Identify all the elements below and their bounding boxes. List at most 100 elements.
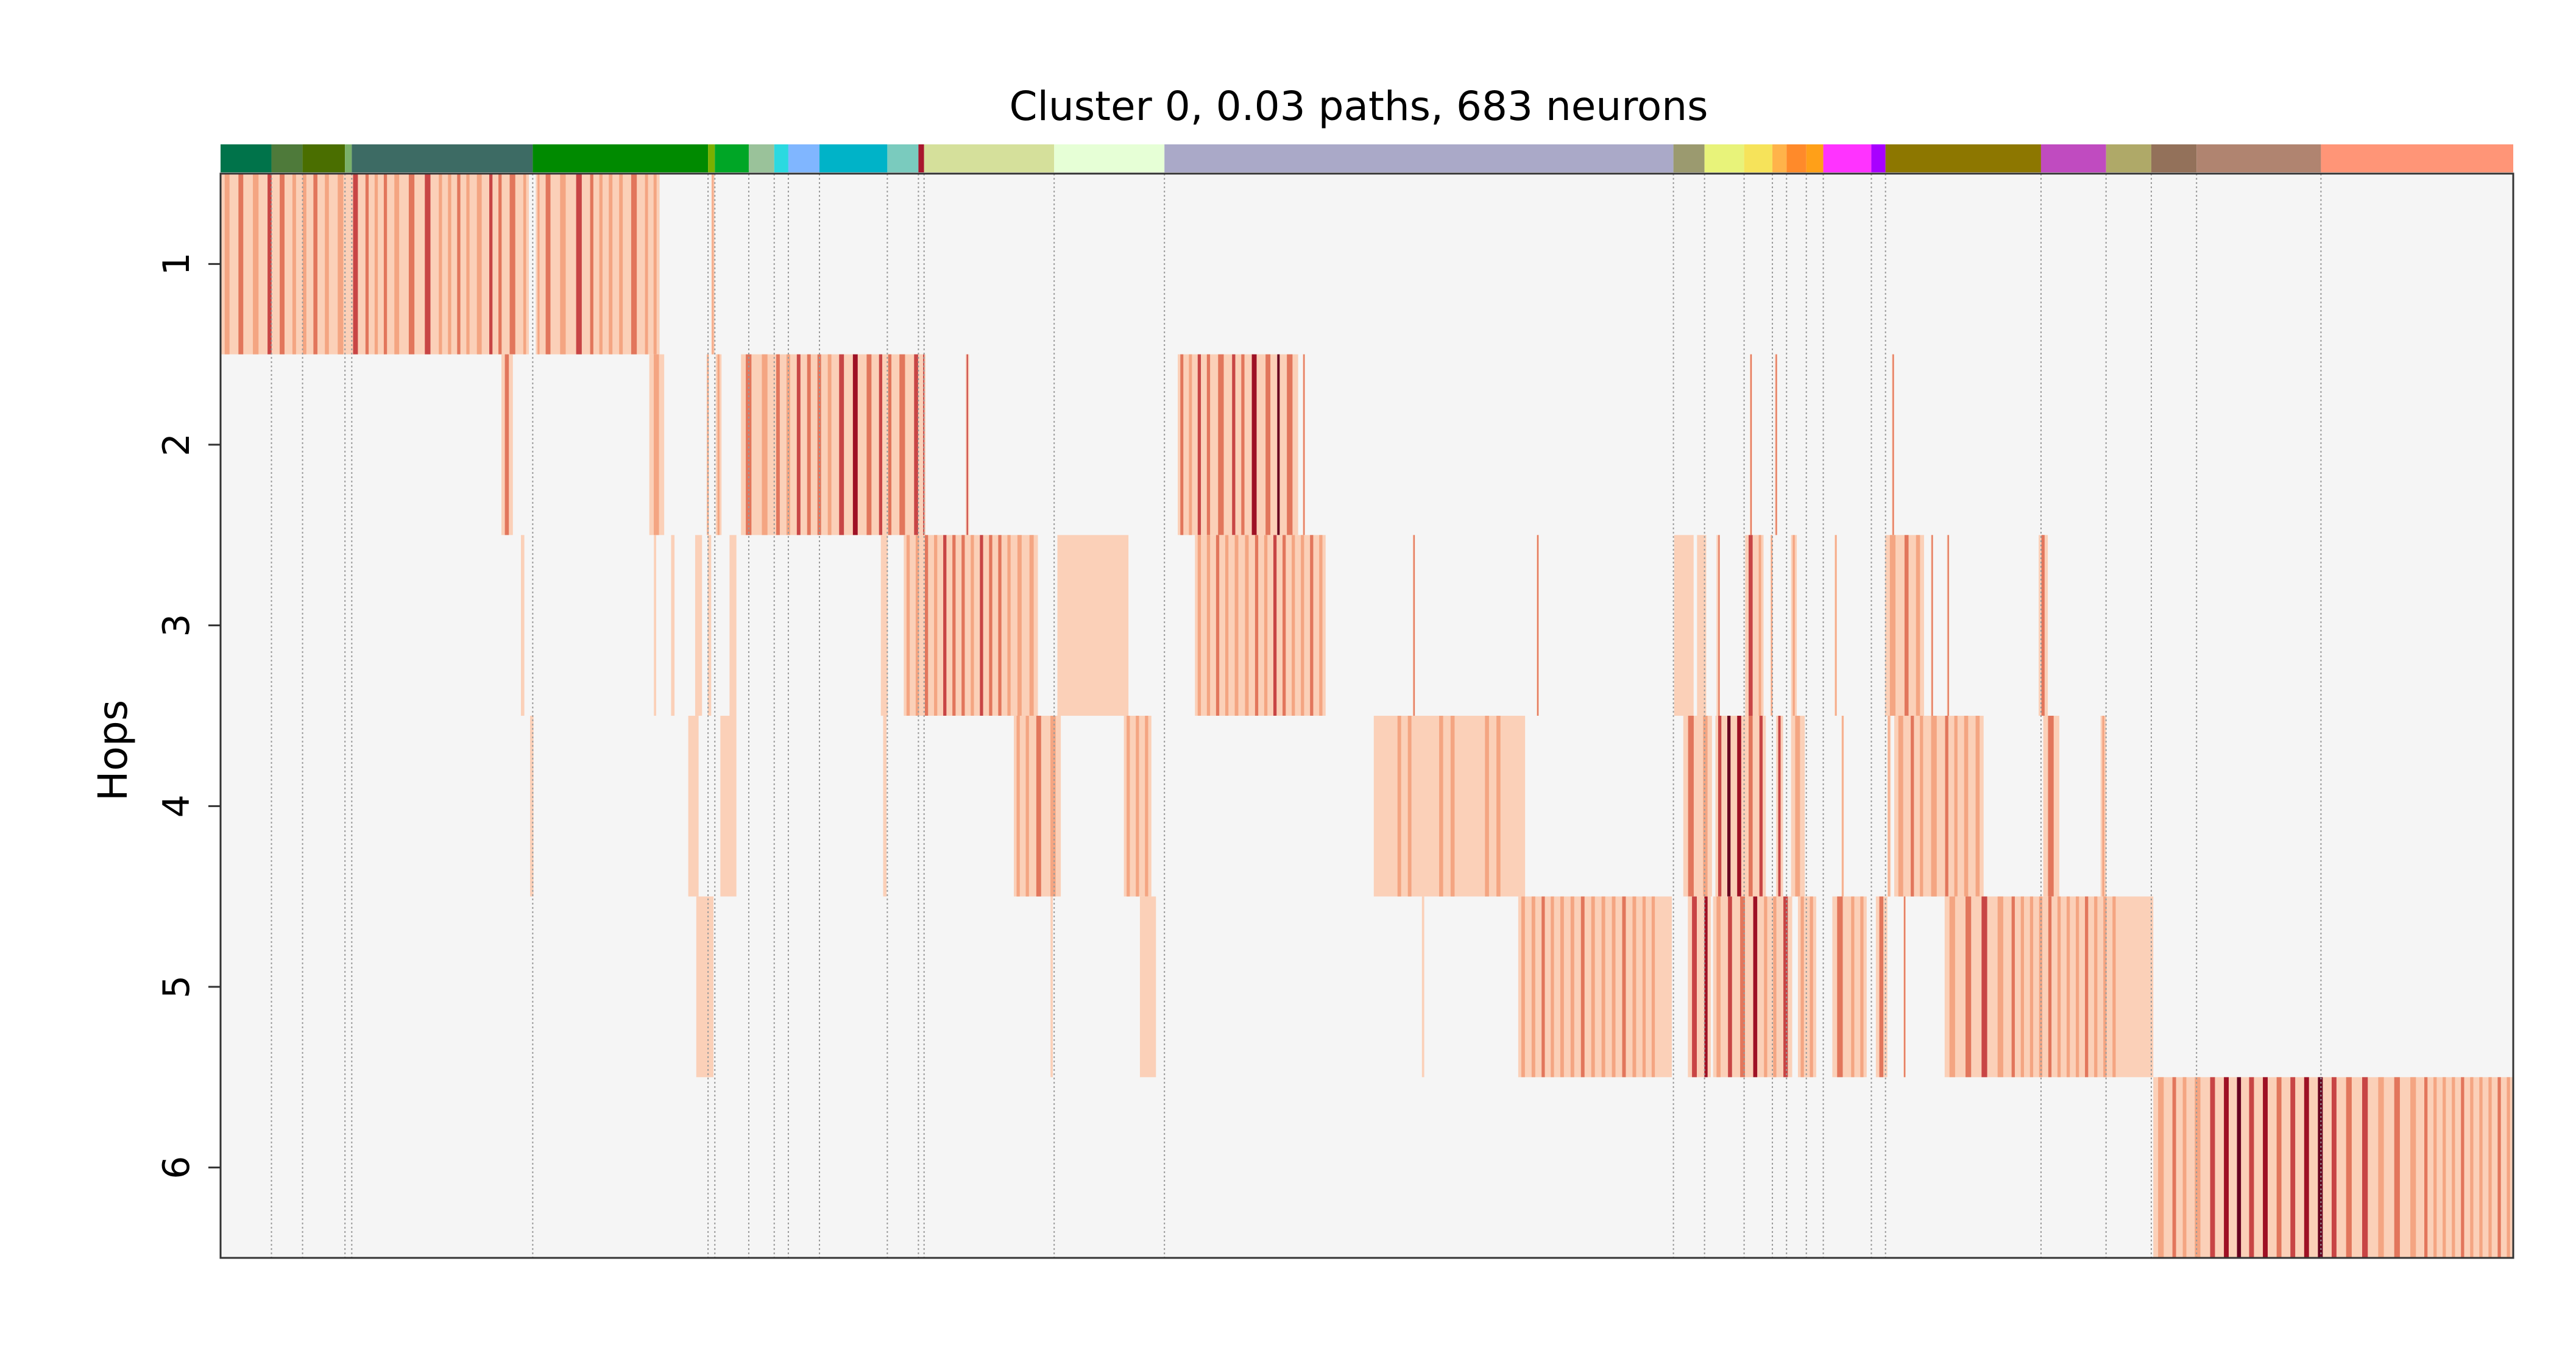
- heatmap-cell: [1810, 896, 1813, 1078]
- heatmap-cell: [1421, 896, 1424, 1078]
- heatmap-cell: [1232, 354, 1236, 535]
- heatmap-cell: [425, 174, 431, 355]
- heatmap-cell: [1651, 896, 1655, 1078]
- heatmap-cell: [1837, 896, 1843, 1078]
- group-color-segment: [788, 144, 819, 172]
- heatmap-cell: [1145, 716, 1148, 897]
- heatmap-cell: [1450, 716, 1455, 897]
- heatmap-cell: [1947, 535, 1949, 716]
- heatmap-cell: [1888, 716, 1890, 897]
- heatmap-cell: [1541, 896, 1545, 1078]
- heatmap-cell: [2112, 896, 2116, 1078]
- heatmap-cell: [1692, 896, 1697, 1078]
- heatmap-cell: [2461, 1077, 2465, 1258]
- heatmap-cell: [1904, 896, 1906, 1078]
- heatmap-cell: [924, 535, 929, 716]
- heatmap-cell: [1835, 535, 1837, 716]
- heatmap-cell: [1439, 716, 1443, 897]
- group-color-segment: [918, 144, 924, 172]
- heatmap-cell: [879, 354, 883, 535]
- heatmap-cell: [717, 354, 720, 535]
- heatmap-cell: [1716, 535, 1721, 716]
- heatmap-cell: [1632, 896, 1637, 1078]
- heatmap-cell: [2443, 1077, 2446, 1258]
- heatmap-cell: [1397, 716, 1401, 897]
- heatmap-cell: [224, 174, 230, 355]
- heatmap-cell: [1792, 535, 1795, 716]
- group-color-segment: [2321, 144, 2513, 172]
- group-color-segment: [715, 144, 749, 172]
- heatmap-cell: [1894, 716, 1984, 897]
- heatmap-cell: [2410, 1077, 2416, 1258]
- heatmap-cell: [654, 354, 659, 535]
- group-color-segment: [1885, 144, 2041, 172]
- heatmap-cell: [1981, 896, 1987, 1078]
- heatmap-cell: [1964, 716, 1969, 897]
- heatmap-cell: [654, 535, 656, 716]
- heatmap-cell: [1753, 896, 1758, 1078]
- heatmap-cell: [2039, 896, 2043, 1078]
- heatmap-cell: [880, 535, 888, 716]
- heatmap-cell: [2237, 1077, 2242, 1258]
- heatmap-cell: [1050, 716, 1056, 897]
- heatmap-cell: [631, 174, 637, 355]
- heatmap-cell: [1851, 896, 1855, 1078]
- group-color-segment: [345, 144, 352, 172]
- heatmap-cell: [2378, 1077, 2384, 1258]
- heatmap-cell: [1036, 716, 1041, 897]
- heatmap-cell: [2290, 1077, 2296, 1258]
- heatmap-cell: [2102, 716, 2104, 897]
- heatmap-cell: [1800, 896, 1804, 1078]
- group-color-segment: [1704, 144, 1744, 172]
- heatmap-cell: [852, 354, 858, 535]
- heatmap-cell: [1601, 896, 1605, 1078]
- heatmap-cell: [302, 174, 306, 355]
- heatmap-cell: [1273, 535, 1277, 716]
- heatmap-cell: [1795, 716, 1800, 897]
- heatmap-cell: [2304, 1077, 2309, 1258]
- heatmap-cell: [1007, 535, 1011, 716]
- heatmap-cell: [1218, 354, 1224, 535]
- group-color-segment: [819, 144, 888, 172]
- heatmap-cell: [688, 716, 699, 897]
- heatmap-cell: [1016, 716, 1020, 897]
- group-color-segment: [1786, 144, 1806, 172]
- heatmap-cell: [1319, 535, 1323, 716]
- heatmap-cell: [520, 535, 525, 716]
- group-color-segment: [1164, 144, 1674, 172]
- group-color-segment: [2151, 144, 2197, 172]
- heatmap-cell: [545, 174, 551, 355]
- heatmap-cell: [934, 535, 938, 716]
- group-color-segment: [533, 144, 709, 172]
- heatmap-cell: [2103, 896, 2107, 1078]
- heatmap-cell: [1206, 354, 1211, 535]
- heatmap-cell: [2433, 1077, 2437, 1258]
- heatmap-cell: [1264, 535, 1268, 716]
- heatmap-cell: [1195, 535, 1326, 716]
- heatmap-cell: [1783, 896, 1788, 1078]
- heatmap-cell: [827, 354, 832, 535]
- heatmap-cell: [817, 354, 821, 535]
- heatmap-cell: [1778, 716, 1781, 897]
- heatmap-cell: [1954, 716, 1958, 897]
- heatmap-cell: [2276, 1077, 2282, 1258]
- heatmap-cell: [1879, 896, 1884, 1078]
- heatmap-cell: [576, 174, 582, 355]
- heatmap-cell: [2041, 535, 2045, 716]
- heatmap-cell: [899, 354, 905, 535]
- heatmap-cell: [1373, 716, 1526, 897]
- heatmap-cell: [1612, 896, 1616, 1078]
- heatmap-cell: [1916, 535, 1920, 716]
- heatmap-cell: [599, 174, 603, 355]
- heatmap-cell: [1580, 896, 1585, 1078]
- heatmap-cell: [1139, 896, 1156, 1078]
- heatmap-cell: [1949, 896, 1955, 1078]
- group-color-segment: [1806, 144, 1824, 172]
- heatmap-cell: [943, 535, 947, 716]
- heatmap-cell: [619, 174, 623, 355]
- heatmap-cell: [1842, 716, 1844, 897]
- heatmap-cell: [325, 174, 329, 355]
- heatmap-cell: [866, 354, 872, 535]
- group-color-segment: [352, 144, 533, 172]
